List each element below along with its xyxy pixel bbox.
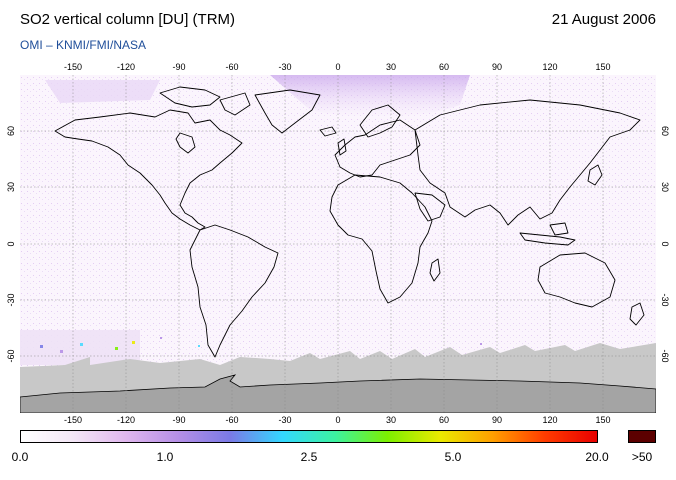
scandinavia	[359, 104, 401, 138]
colorbar-label: 1.0	[156, 450, 174, 464]
arctic-islands	[159, 86, 221, 108]
north-america	[54, 109, 243, 231]
lat-tick-right: 0	[660, 241, 670, 247]
colorbar-label: 5.0	[444, 450, 462, 464]
lon-tick-bottom: 120	[542, 415, 558, 425]
map-title: SO2 vertical column [DU] (TRM)	[20, 11, 236, 28]
iceland	[319, 126, 337, 137]
lat-tick-left: 60	[6, 125, 16, 137]
lon-tick-bottom: 90	[491, 415, 503, 425]
world-map	[20, 75, 656, 413]
lon-tick-top: 60	[438, 62, 450, 72]
lon-tick-top: 150	[595, 62, 611, 72]
arctic-enhanced-band	[270, 75, 470, 117]
australia	[537, 252, 616, 308]
lon-tick-top: 0	[335, 62, 341, 72]
borneo	[549, 222, 569, 236]
south-america	[189, 224, 279, 358]
colorbar-overflow-label: >50	[631, 450, 653, 464]
colorbar-label: 20.0	[585, 450, 609, 464]
madagascar	[429, 258, 441, 282]
colorbar-label: 0.0	[11, 450, 29, 464]
colorbar-overflow-swatch	[628, 430, 656, 443]
map-grid	[20, 75, 656, 413]
lon-tick-bottom: -60	[225, 415, 239, 425]
africa	[329, 174, 433, 304]
lon-tick-top: 30	[385, 62, 397, 72]
colorbar	[20, 430, 598, 443]
lon-tick-top: -60	[225, 62, 239, 72]
map-date: 21 August 2006	[551, 11, 656, 28]
japan	[587, 164, 603, 186]
colorbar-label: 2.5	[300, 450, 318, 464]
lon-tick-bottom: 150	[595, 415, 611, 425]
lon-tick-bottom: -30	[278, 415, 292, 425]
lon-tick-bottom: 30	[385, 415, 397, 425]
lat-tick-left: -60	[6, 349, 16, 363]
colorbar-gradient	[21, 431, 597, 442]
lon-tick-top: -150	[63, 62, 83, 72]
lat-tick-right: -60	[660, 349, 670, 363]
indonesia	[519, 232, 576, 246]
arctic-islands	[219, 92, 251, 116]
lat-tick-right: -30	[660, 293, 670, 307]
asia	[414, 99, 641, 226]
lon-tick-top: -90	[172, 62, 186, 72]
arabian-peninsula	[414, 192, 446, 222]
southern-noise-strip	[20, 330, 482, 365]
lon-tick-bottom: 0	[335, 415, 341, 425]
lat-tick-right: 60	[660, 125, 670, 137]
lat-tick-left: 30	[6, 181, 16, 193]
lon-tick-bottom: -120	[116, 415, 136, 425]
greenland	[254, 89, 321, 134]
new-zealand	[629, 302, 645, 326]
lon-tick-bottom: 60	[438, 415, 450, 425]
map-credit: OMI – KNMI/FMI/NASA	[20, 38, 147, 52]
hudson-bay	[175, 132, 196, 154]
lon-tick-top: 90	[491, 62, 503, 72]
lon-tick-top: -120	[116, 62, 136, 72]
arctic-enhanced-band	[45, 80, 160, 103]
lat-tick-left: 0	[6, 241, 16, 247]
lon-tick-top: -30	[278, 62, 292, 72]
lat-tick-left: -30	[6, 293, 16, 307]
lat-tick-right: 30	[660, 181, 670, 193]
lon-tick-bottom: -90	[172, 415, 186, 425]
lon-tick-top: 120	[542, 62, 558, 72]
lon-tick-bottom: -150	[63, 415, 83, 425]
great-britain	[337, 138, 347, 156]
